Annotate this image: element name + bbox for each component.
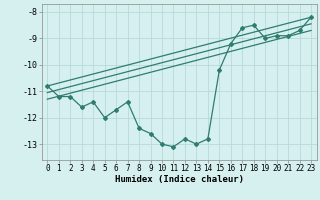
X-axis label: Humidex (Indice chaleur): Humidex (Indice chaleur) bbox=[115, 175, 244, 184]
